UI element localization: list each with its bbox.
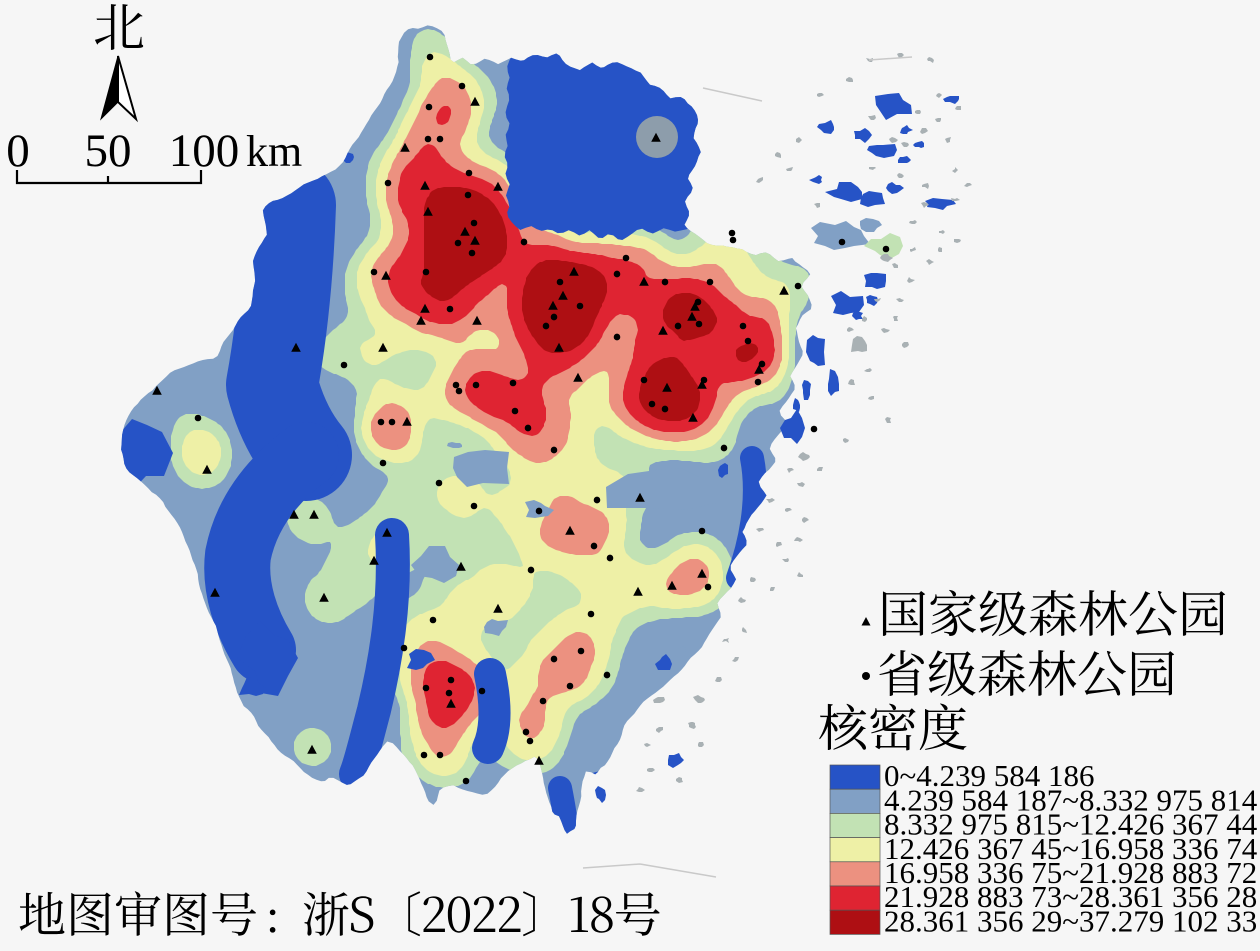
svg-text:28.361 356 29~37.279 102 33: 28.361 356 29~37.279 102 33 xyxy=(884,903,1257,938)
svg-text:100: 100 xyxy=(169,125,240,177)
svg-text:8.332 975 815~12.426 367 44: 8.332 975 815~12.426 367 44 xyxy=(884,807,1258,842)
svg-text:km: km xyxy=(246,127,302,176)
svg-text:0~4.239 584 186: 0~4.239 584 186 xyxy=(884,758,1095,793)
svg-text:12.426 367 45~16.958 336 74: 12.426 367 45~16.958 336 74 xyxy=(884,831,1258,866)
svg-text:0: 0 xyxy=(6,125,30,177)
svg-text:21.928 883 73~28.361 356 28: 21.928 883 73~28.361 356 28 xyxy=(884,879,1257,914)
svg-text:50: 50 xyxy=(85,125,132,177)
svg-text:4.239 584 187~8.332 975 814: 4.239 584 187~8.332 975 814 xyxy=(884,782,1258,817)
svg-text:16.958 336 75~21.928 883 72: 16.958 336 75~21.928 883 72 xyxy=(884,855,1257,890)
